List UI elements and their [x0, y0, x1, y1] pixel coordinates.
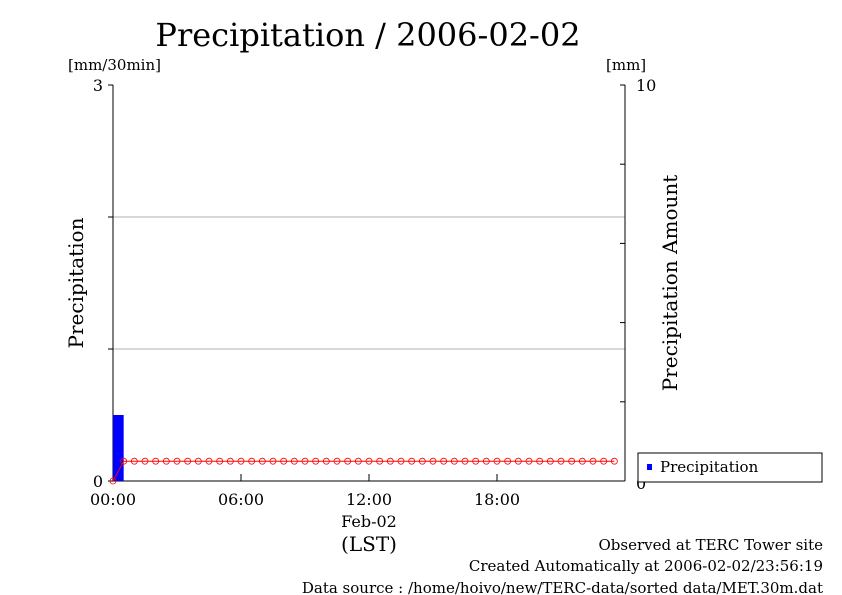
- accumulation-point-4: [152, 457, 160, 465]
- accumulation-point-28: [408, 457, 416, 465]
- accumulation-point-40: [536, 457, 544, 465]
- accumulation-point-14: [258, 457, 266, 465]
- accumulation-point-31: [440, 457, 448, 465]
- accumulation-point-0: [109, 477, 117, 485]
- accumulation-point-24: [365, 457, 373, 465]
- left-tick-label-3: 3: [93, 76, 103, 95]
- legend-label-precipitation: Precipitation: [660, 458, 759, 476]
- footer-source: Data source : /home/hoivo/new/TERC-data/…: [302, 579, 823, 595]
- accumulation-point-43: [568, 457, 576, 465]
- x-tick-label-0: 00:00: [90, 490, 136, 509]
- accumulation-point-33: [461, 457, 469, 465]
- accumulation-point-41: [546, 457, 554, 465]
- footer-observed: Observed at TERC Tower site: [598, 536, 823, 554]
- x-tick-label-12: 12:00: [346, 490, 392, 509]
- accumulation-point-9: [205, 457, 213, 465]
- accumulation-point-29: [418, 457, 426, 465]
- axis-ticks: [108, 84, 625, 482]
- accumulation-point-5: [162, 457, 170, 465]
- accumulation-point-39: [525, 457, 533, 465]
- accumulation-line: [112, 460, 615, 482]
- x-date-label: Feb-02: [341, 512, 397, 531]
- accumulation-point-38: [514, 457, 522, 465]
- legend-box: [637, 452, 823, 483]
- accumulation-point-22: [344, 457, 352, 465]
- accumulation-point-15: [269, 457, 277, 465]
- right-axis-title: Precipitation Amount: [658, 175, 682, 392]
- accumulation-point-2: [130, 457, 138, 465]
- accumulation-point-42: [557, 457, 565, 465]
- accumulation-series: [109, 457, 618, 485]
- accumulation-point-36: [493, 457, 501, 465]
- x-tick-labels: 00:00 06:00 12:00 18:00: [90, 490, 520, 509]
- accumulation-point-21: [333, 457, 341, 465]
- right-axis-unit: [mm]: [606, 56, 646, 74]
- accumulation-point-20: [322, 457, 330, 465]
- accumulation-point-1: [120, 457, 128, 465]
- accumulation-point-27: [397, 457, 405, 465]
- accumulation-point-7: [184, 457, 192, 465]
- gridlines: [113, 216, 625, 350]
- x-tick-label-18: 18:00: [474, 490, 520, 509]
- accumulation-point-16: [280, 457, 288, 465]
- legend: Precipitation: [637, 452, 823, 483]
- accumulation-point-19: [312, 457, 320, 465]
- bar-0: [113, 415, 124, 481]
- accumulation-point-17: [290, 457, 298, 465]
- accumulation-point-25: [376, 457, 384, 465]
- chart-title: Precipitation / 2006-02-02: [155, 16, 580, 54]
- left-axis-unit: [mm/30min]: [68, 56, 161, 74]
- accumulation-point-34: [472, 457, 480, 465]
- accumulation-point-26: [386, 457, 394, 465]
- accumulation-point-8: [194, 457, 202, 465]
- right-tick-label-0: 0: [636, 474, 646, 493]
- accumulation-point-13: [248, 457, 256, 465]
- accumulation-point-30: [429, 457, 437, 465]
- accumulation-point-45: [589, 457, 597, 465]
- accumulation-point-10: [216, 457, 224, 465]
- accumulation-point-23: [354, 457, 362, 465]
- accumulation-point-35: [482, 457, 490, 465]
- legend-swatch-precipitation: [647, 464, 652, 470]
- precipitation-bars: [113, 415, 124, 481]
- x-unit-label: (LST): [341, 532, 397, 556]
- left-axis-title: Precipitation: [64, 217, 88, 348]
- accumulation-point-44: [578, 457, 586, 465]
- accumulation-point-18: [301, 457, 309, 465]
- accumulation-point-37: [504, 457, 512, 465]
- accumulation-point-3: [141, 457, 149, 465]
- accumulation-point-11: [226, 457, 234, 465]
- left-tick-label-0: 0: [93, 472, 103, 491]
- right-tick-label-10: 10: [636, 76, 656, 95]
- accumulation-point-47: [610, 457, 618, 465]
- accumulation-point-32: [450, 457, 458, 465]
- x-tick-label-6: 06:00: [218, 490, 264, 509]
- accumulation-point-6: [173, 457, 181, 465]
- accumulation-point-12: [237, 457, 245, 465]
- accumulation-point-46: [600, 457, 608, 465]
- footer-created: Created Automatically at 2006-02-02/23:5…: [469, 557, 823, 575]
